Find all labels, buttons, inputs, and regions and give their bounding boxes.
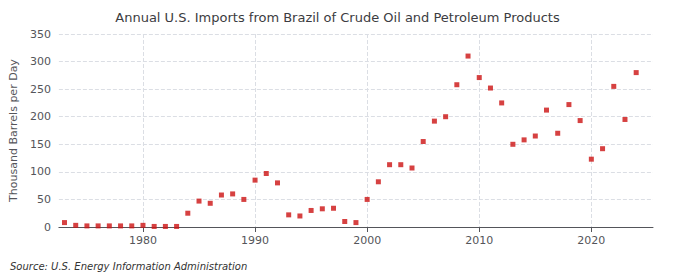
- svg-text:100: 100: [30, 165, 51, 178]
- svg-text:2020: 2020: [577, 234, 605, 247]
- svg-text:300: 300: [30, 55, 51, 68]
- svg-text:250: 250: [30, 83, 51, 96]
- svg-text:50: 50: [37, 193, 51, 206]
- svg-text:Thousand Barrels per Day: Thousand Barrels per Day: [7, 59, 20, 203]
- svg-text:150: 150: [30, 138, 51, 151]
- svg-text:2000: 2000: [353, 234, 381, 247]
- svg-text:Source: U.S. Energy Informatio: Source: U.S. Energy Information Administ…: [10, 261, 247, 272]
- svg-text:2010: 2010: [465, 234, 493, 247]
- svg-text:0: 0: [44, 221, 51, 234]
- svg-text:200: 200: [30, 110, 51, 123]
- svg-text:Annual U.S. Imports from Brazi: Annual U.S. Imports from Brazil of Crude…: [115, 10, 560, 25]
- svg-text:1980: 1980: [129, 234, 157, 247]
- svg-text:350: 350: [30, 28, 51, 41]
- svg-text:1990: 1990: [241, 234, 269, 247]
